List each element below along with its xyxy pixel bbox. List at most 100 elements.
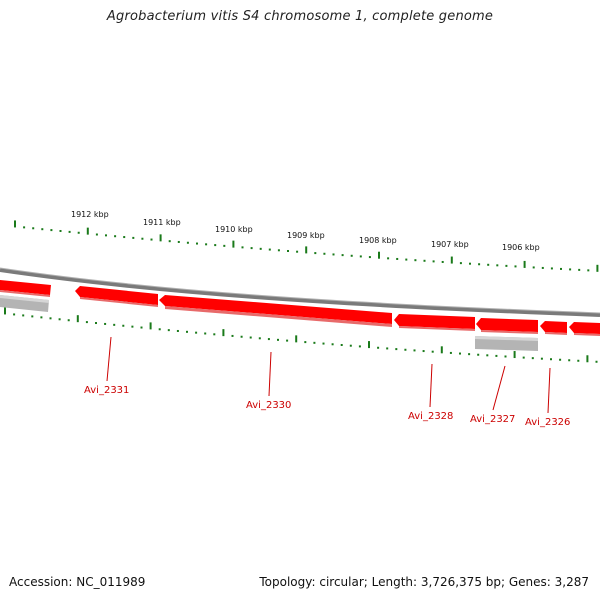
minor-tick	[313, 341, 316, 344]
kbp-label: 1911 kbp	[143, 218, 181, 227]
minor-tick	[386, 347, 389, 350]
minor-tick	[559, 358, 562, 361]
major-tick	[305, 246, 308, 254]
gene-labels: Avi_2331 Avi_2330 Avi_2328 Avi_2327 Avi_…	[84, 385, 570, 428]
minor-tick	[167, 329, 170, 332]
minor-tick	[413, 349, 416, 352]
minor-tick	[214, 244, 217, 247]
gene-arrow-avi-2327[interactable]	[476, 318, 538, 332]
minor-tick	[486, 354, 489, 357]
major-tick	[523, 260, 526, 268]
gene-arrow-avi-2326[interactable]	[540, 321, 567, 333]
gene-arrow-shadow	[481, 330, 538, 334]
minor-tick	[423, 259, 426, 262]
minor-tick	[432, 260, 435, 263]
minor-tick	[495, 354, 498, 357]
minor-tick	[296, 250, 299, 253]
minor-tick	[67, 319, 70, 322]
major-tick	[159, 234, 162, 242]
major-tick	[4, 307, 6, 315]
kbp-label: 1907 kbp	[431, 240, 469, 249]
minor-tick	[540, 357, 543, 360]
minor-tick	[240, 335, 243, 338]
major-tick	[440, 346, 443, 354]
leader-line	[106, 336, 112, 382]
minor-tick	[176, 329, 179, 332]
kbp-label: 1910 kbp	[215, 225, 253, 234]
minor-tick	[205, 243, 208, 246]
minor-tick	[541, 266, 544, 269]
minor-tick	[177, 240, 180, 243]
minor-tick	[350, 254, 353, 257]
minor-tick	[395, 348, 398, 351]
minor-tick	[595, 360, 598, 363]
major-tick	[222, 329, 225, 337]
minor-tick	[532, 266, 535, 269]
gene-arrow-avi-2331[interactable]	[75, 286, 158, 305]
minor-tick	[550, 267, 553, 270]
gene-arrow-avi-2330[interactable]	[159, 295, 392, 324]
minor-tick	[23, 226, 26, 229]
minor-tick	[131, 325, 134, 328]
minor-tick	[569, 268, 572, 271]
minor-tick	[259, 247, 262, 250]
minor-tick	[114, 235, 117, 238]
minor-tick	[332, 253, 335, 256]
minor-tick	[477, 353, 480, 356]
gene-label-avi-2326[interactable]: Avi_2326	[525, 417, 570, 428]
gray-features	[0, 295, 538, 351]
minor-tick	[186, 330, 188, 333]
minor-tick	[414, 259, 417, 262]
leader-line	[492, 365, 506, 411]
minor-tick	[249, 336, 252, 339]
minor-tick	[468, 353, 471, 356]
leader-line	[429, 363, 433, 408]
minor-tick	[404, 348, 407, 351]
kbp-label: 1912 kbp	[71, 210, 109, 219]
minor-tick	[59, 229, 62, 232]
major-tick	[149, 322, 152, 330]
gene-label-avi-2330[interactable]: Avi_2330	[246, 400, 291, 411]
minor-tick	[186, 241, 189, 244]
minor-tick	[514, 265, 517, 268]
minor-tick	[505, 264, 508, 267]
minor-tick	[204, 332, 207, 335]
gene-arrow[interactable]	[569, 322, 600, 334]
major-tick	[586, 355, 589, 363]
minor-tick	[304, 341, 307, 344]
major-tick	[596, 264, 599, 272]
minor-tick	[50, 229, 53, 232]
minor-tick	[95, 233, 98, 236]
gray-feature-highlight	[0, 295, 49, 303]
minor-tick	[405, 258, 408, 261]
leader-line	[268, 351, 272, 397]
gene-arrow[interactable]	[0, 280, 51, 295]
kbp-label: 1908 kbp	[359, 236, 397, 245]
minor-tick	[231, 334, 234, 337]
minor-tick	[314, 252, 317, 255]
minor-tick	[77, 231, 80, 234]
minor-tick	[104, 322, 107, 325]
minor-tick	[150, 238, 153, 241]
gene-arrow-avi-2328[interactable]	[394, 314, 475, 329]
minor-tick	[287, 249, 289, 252]
minor-tick	[95, 322, 97, 325]
gene-label-avi-2328[interactable]: Avi_2328	[408, 411, 453, 422]
gene-label-avi-2331[interactable]: Avi_2331	[84, 385, 129, 396]
gene-arrow-shadow	[545, 332, 567, 335]
minor-tick	[49, 317, 52, 320]
gene-arrow-shadow	[574, 333, 600, 336]
kbp-label-group: 1912 kbp 1911 kbp 1910 kbp 1909 kbp 1908…	[71, 210, 540, 252]
minor-tick	[105, 234, 107, 237]
minor-tick	[323, 252, 326, 255]
gene-label-avi-2327[interactable]: Avi_2327	[470, 414, 515, 425]
minor-tick	[213, 333, 216, 336]
minor-tick	[31, 315, 34, 318]
major-tick	[295, 335, 298, 343]
minor-tick	[277, 338, 279, 341]
minor-tick	[122, 324, 125, 327]
minor-tick	[13, 313, 16, 316]
major-tick	[14, 220, 16, 228]
minor-tick	[459, 262, 462, 265]
